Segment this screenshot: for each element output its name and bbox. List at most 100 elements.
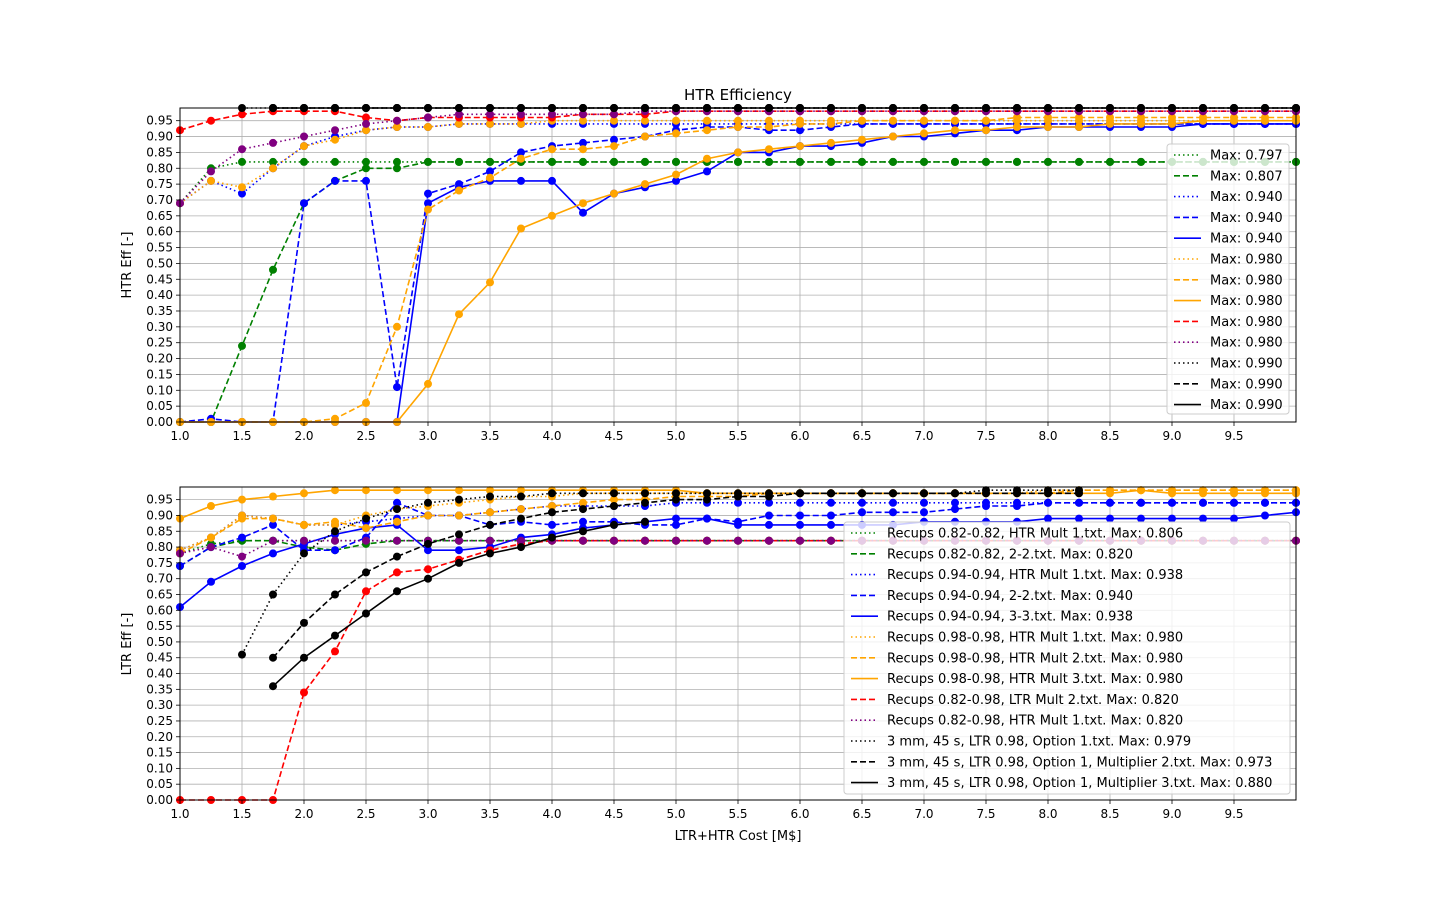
x-tick-label: 6.0 bbox=[790, 429, 809, 443]
legend-label: Recups 0.98-0.98, HTR Mult 1.txt. Max: 0… bbox=[887, 631, 1183, 646]
data-point bbox=[361, 524, 370, 533]
legend-label: Max: 0.980 bbox=[1210, 273, 1283, 288]
y-tick-label: 0.10 bbox=[146, 383, 173, 397]
data-point bbox=[765, 123, 774, 132]
data-point bbox=[858, 498, 867, 507]
legend-label: Max: 0.990 bbox=[1210, 398, 1283, 413]
data-point bbox=[827, 489, 836, 498]
data-point bbox=[485, 278, 494, 287]
legend-label: Recups 0.98-0.98, HTR Mult 2.txt. Max: 0… bbox=[887, 651, 1183, 666]
legend-label: Recups 0.82-0.82, 2-2.txt. Max: 0.820 bbox=[887, 547, 1133, 562]
x-tick-label: 6.5 bbox=[852, 807, 871, 821]
data-point bbox=[454, 157, 463, 166]
data-point bbox=[1106, 489, 1115, 498]
data-point bbox=[765, 157, 774, 166]
data-point bbox=[982, 116, 991, 125]
data-point bbox=[548, 533, 557, 542]
data-point bbox=[796, 511, 805, 520]
data-point bbox=[1137, 486, 1146, 495]
series-layer bbox=[175, 486, 1301, 805]
data-point bbox=[610, 189, 619, 198]
series-line bbox=[272, 492, 1079, 659]
x-tick-label: 2.0 bbox=[294, 807, 313, 821]
y-tick-label: 0.40 bbox=[146, 667, 173, 681]
x-tick-label: 5.5 bbox=[728, 429, 747, 443]
x-tick-label: 8.0 bbox=[1038, 807, 1057, 821]
data-point bbox=[485, 508, 494, 517]
y-tick-label: 0.15 bbox=[146, 367, 173, 381]
x-tick-label: 2.0 bbox=[294, 429, 313, 443]
data-point bbox=[827, 119, 836, 128]
data-point bbox=[1261, 116, 1270, 125]
x-tick-label: 3.5 bbox=[480, 807, 499, 821]
data-point bbox=[827, 520, 836, 529]
x-tick-label: 9.0 bbox=[1162, 807, 1181, 821]
x-tick-label: 1.5 bbox=[232, 807, 251, 821]
legend-entry: Max: 0.980 bbox=[1174, 336, 1283, 351]
data-point bbox=[1261, 498, 1270, 507]
y-tick-label: 0.95 bbox=[146, 493, 173, 507]
data-point bbox=[579, 145, 588, 154]
data-point bbox=[392, 552, 401, 561]
data-point bbox=[268, 549, 277, 558]
data-point bbox=[485, 536, 494, 545]
data-point bbox=[920, 508, 929, 517]
legend-entry: Max: 0.990 bbox=[1174, 357, 1283, 372]
data-point bbox=[641, 180, 650, 189]
legend-label: Max: 0.990 bbox=[1210, 377, 1283, 392]
data-point bbox=[517, 224, 526, 233]
legend-entry: Recups 0.98-0.98, HTR Mult 3.txt. Max: 0… bbox=[851, 672, 1183, 687]
data-point bbox=[703, 116, 712, 125]
data-point bbox=[672, 536, 681, 545]
data-point bbox=[423, 565, 432, 574]
y-tick-label: 0.70 bbox=[146, 193, 173, 207]
data-point bbox=[1199, 116, 1208, 125]
data-point bbox=[920, 498, 929, 507]
data-point bbox=[672, 495, 681, 504]
data-point bbox=[1075, 514, 1084, 523]
data-point bbox=[299, 142, 308, 151]
data-point bbox=[268, 164, 277, 173]
data-point bbox=[548, 520, 557, 529]
data-point bbox=[1230, 514, 1239, 523]
data-point bbox=[920, 157, 929, 166]
data-point bbox=[641, 536, 650, 545]
data-point bbox=[858, 489, 867, 498]
data-point bbox=[517, 514, 526, 523]
x-tick-label: 8.0 bbox=[1038, 429, 1057, 443]
data-point bbox=[548, 489, 557, 498]
data-point bbox=[237, 650, 246, 659]
data-point bbox=[672, 170, 681, 179]
data-point bbox=[268, 653, 277, 662]
x-tick-label: 7.0 bbox=[914, 429, 933, 443]
ltr-efficiency-chart: 1.0 1.5 2.0 2.5 3.0 3.5 4.0 4.5 5.0 5.5 6.0 6.5 7.0 7… bbox=[120, 486, 1301, 844]
legend-label: Max: 0.940 bbox=[1210, 211, 1283, 226]
y-tick-label: 0.65 bbox=[146, 209, 173, 223]
data-point bbox=[237, 341, 246, 350]
legend-entry: Recups 0.94-0.94, 3-3.txt. Max: 0.938 bbox=[851, 610, 1133, 625]
data-point bbox=[454, 511, 463, 520]
y-tick-label: 0.10 bbox=[146, 761, 173, 775]
data-point bbox=[548, 157, 557, 166]
y-tick-label: 0.65 bbox=[146, 587, 173, 601]
legend-label: Max: 0.797 bbox=[1210, 149, 1283, 164]
data-point bbox=[579, 505, 588, 514]
data-point bbox=[1013, 489, 1022, 498]
data-point bbox=[268, 492, 277, 501]
data-point bbox=[392, 568, 401, 577]
data-point bbox=[765, 145, 774, 154]
data-point bbox=[920, 489, 929, 498]
legend-entry: Max: 0.940 bbox=[1174, 190, 1283, 205]
data-point bbox=[299, 653, 308, 662]
data-point bbox=[392, 505, 401, 514]
x-tick-label: 1.0 bbox=[170, 807, 189, 821]
legend-label: 3 mm, 45 s, LTR 0.98, Option 1.txt. Max:… bbox=[887, 735, 1191, 750]
data-point bbox=[889, 508, 898, 517]
legend-entry: Max: 0.990 bbox=[1174, 377, 1283, 392]
y-tick-label: 0.20 bbox=[146, 730, 173, 744]
data-point bbox=[1137, 157, 1146, 166]
data-point bbox=[641, 489, 650, 498]
chart-title: HTR Efficiency bbox=[684, 86, 792, 104]
data-point bbox=[703, 514, 712, 523]
legend-entry: Max: 0.980 bbox=[1174, 315, 1283, 330]
